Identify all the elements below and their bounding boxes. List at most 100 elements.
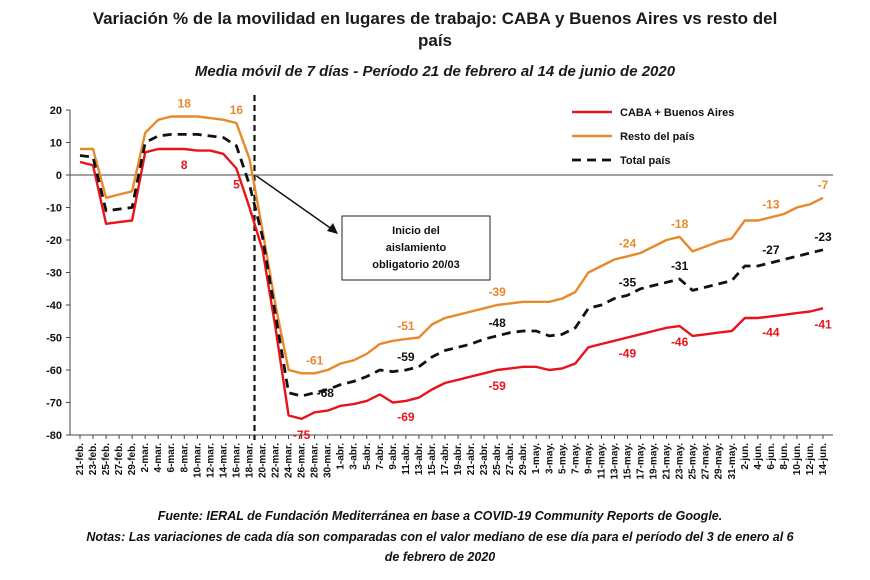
legend-label: Total país — [620, 155, 671, 167]
x-tick-label: 30-mar. — [323, 443, 334, 478]
x-tick-label: 7-may. — [570, 443, 581, 474]
x-tick-label: 10-mar. — [192, 443, 203, 478]
data-label: -18 — [671, 217, 689, 231]
data-label: -24 — [619, 236, 637, 250]
data-label: -41 — [814, 317, 832, 331]
footer-notes-line-2: de febrero de 2020 — [385, 550, 496, 564]
series-line-total-pa-s — [79, 133, 824, 398]
data-label: -49 — [619, 347, 637, 361]
annotation-text: Inicio del — [392, 225, 440, 237]
chart-title-line-1: Variación % de la movilidad en lugares d… — [93, 9, 778, 28]
x-tick-label: 12-mar. — [205, 443, 216, 478]
annotation-text: obligatorio 20/03 — [372, 259, 459, 271]
x-tick-label: 15-may. — [622, 443, 633, 480]
x-tick-label: 27-feb. — [114, 443, 125, 475]
x-tick-label: 29-abr. — [518, 443, 529, 475]
x-tick-label: 1-abr. — [336, 443, 347, 470]
x-tick-label: 29-may. — [714, 443, 725, 480]
x-tick-label: 5-may. — [557, 443, 568, 474]
y-axis: 20 10 0 -10 -20 -30 -40 -50 -60 -70 -80 — [46, 105, 71, 442]
x-axis: 21-feb. 23-feb. 25-feb. 27-feb. 29-feb. 2-mar… — [70, 174, 833, 480]
y-tick-label: -20 — [46, 235, 62, 247]
data-label: -61 — [306, 353, 324, 367]
x-tick-label: 3-may. — [544, 443, 555, 474]
y-tick-label: -30 — [46, 268, 62, 280]
x-tick-label: 28-mar. — [310, 443, 321, 478]
x-tick-label: 2-mar. — [140, 443, 151, 473]
x-tick-label: 22-mar. — [271, 443, 282, 478]
y-tick-label: -80 — [46, 430, 62, 442]
x-tick-label: 29-feb. — [127, 443, 138, 475]
x-tick-label: 9-may. — [583, 443, 594, 474]
legend-label: Resto del país — [620, 131, 695, 143]
x-tick-label: 13-abr. — [414, 443, 425, 475]
series-line-caba-buenos-aires — [79, 147, 824, 420]
x-tick-label: 18-mar. — [244, 443, 255, 478]
x-tick-label: 11-may. — [596, 443, 607, 479]
chart-subtitle: Media móvil de 7 días - Período 21 de fe… — [195, 63, 676, 80]
data-label: -13 — [762, 197, 780, 211]
x-tick-label: 25-feb. — [101, 443, 112, 475]
x-tick-label: 25-abr. — [492, 443, 503, 475]
x-tick-label: 4-jun. — [753, 443, 764, 470]
legend-label: CABA + Buenos Aires — [620, 107, 734, 119]
data-label: -51 — [397, 319, 415, 333]
x-tick-label: 6-mar. — [166, 443, 177, 473]
data-label: -27 — [762, 243, 780, 257]
annotation-box — [341, 215, 491, 281]
y-tick-label: -60 — [46, 365, 62, 377]
data-label: 5 — [233, 178, 240, 192]
data-label: 16 — [230, 103, 244, 117]
data-label: -39 — [488, 285, 506, 299]
annotation-arrow-line — [256, 175, 337, 233]
data-label: -31 — [671, 259, 689, 273]
x-tick-label: 26-mar. — [297, 443, 308, 478]
data-label: -68 — [317, 386, 335, 400]
x-tick-label: 6-jun. — [766, 443, 777, 470]
x-tick-label: 12-jun. — [805, 443, 816, 475]
x-tick-label: 20-mar. — [257, 443, 268, 478]
x-tick-label: 13-may. — [609, 443, 620, 480]
annotation-arrow-head — [327, 223, 338, 234]
x-tick-label: 17-may. — [636, 443, 647, 480]
y-tick-label: 10 — [50, 138, 62, 150]
x-tick-label: 17-abr. — [440, 443, 451, 475]
footer-source: Fuente: IERAL de Fundación Mediterránea … — [158, 509, 722, 523]
x-tick-label: 7-abr. — [375, 443, 386, 470]
x-tick-label: 1-may. — [531, 443, 542, 474]
y-tick-label: -50 — [46, 333, 62, 345]
x-tick-label: 14-jun. — [818, 443, 829, 475]
data-label: -35 — [619, 275, 637, 289]
y-tick-label: 0 — [56, 170, 62, 182]
data-label: 8 — [181, 158, 188, 172]
x-tick-label: 23-abr. — [479, 443, 490, 475]
x-tick-label: 21-feb. — [75, 443, 86, 475]
x-tick-label: 25-may. — [688, 443, 699, 480]
footer-notes-line-1: Notas: Las variaciones de cada día son c… — [86, 530, 794, 544]
x-tick-label: 27-may. — [701, 443, 712, 480]
data-label: -23 — [814, 230, 832, 244]
y-tick-label: 20 — [50, 105, 62, 117]
x-tick-label: 27-abr. — [505, 443, 516, 475]
series-lines — [79, 115, 824, 420]
data-labels: 18 16 8 5 -61 -68 -75 -51 -59 -69 -39 -48 -59 -24 -35 -… — [178, 97, 832, 442]
data-label: -7 — [818, 178, 829, 192]
chart-title-line-2: país — [418, 31, 452, 50]
x-tick-label: 31-may. — [727, 443, 738, 480]
data-label: -75 — [293, 428, 311, 442]
legend: CABA + Buenos Aires Resto del país Total p… — [572, 107, 734, 167]
x-tick-label: 16-mar. — [231, 443, 242, 478]
x-tick-label: 21-abr. — [466, 443, 477, 475]
data-label: 18 — [178, 97, 192, 111]
x-tick-label: 21-may. — [662, 443, 673, 480]
x-tick-label: 10-jun. — [792, 443, 803, 475]
x-tick-label: 23-may. — [675, 443, 686, 480]
x-tick-label: 8-jun. — [779, 443, 790, 470]
x-tick-label: 4-mar. — [153, 443, 164, 473]
x-tick-label: 3-abr. — [349, 443, 360, 470]
data-label: -59 — [397, 350, 415, 364]
x-tick-label: 14-mar. — [218, 443, 229, 478]
data-label: -59 — [488, 379, 506, 393]
x-tick-label: 19-abr. — [453, 443, 464, 475]
